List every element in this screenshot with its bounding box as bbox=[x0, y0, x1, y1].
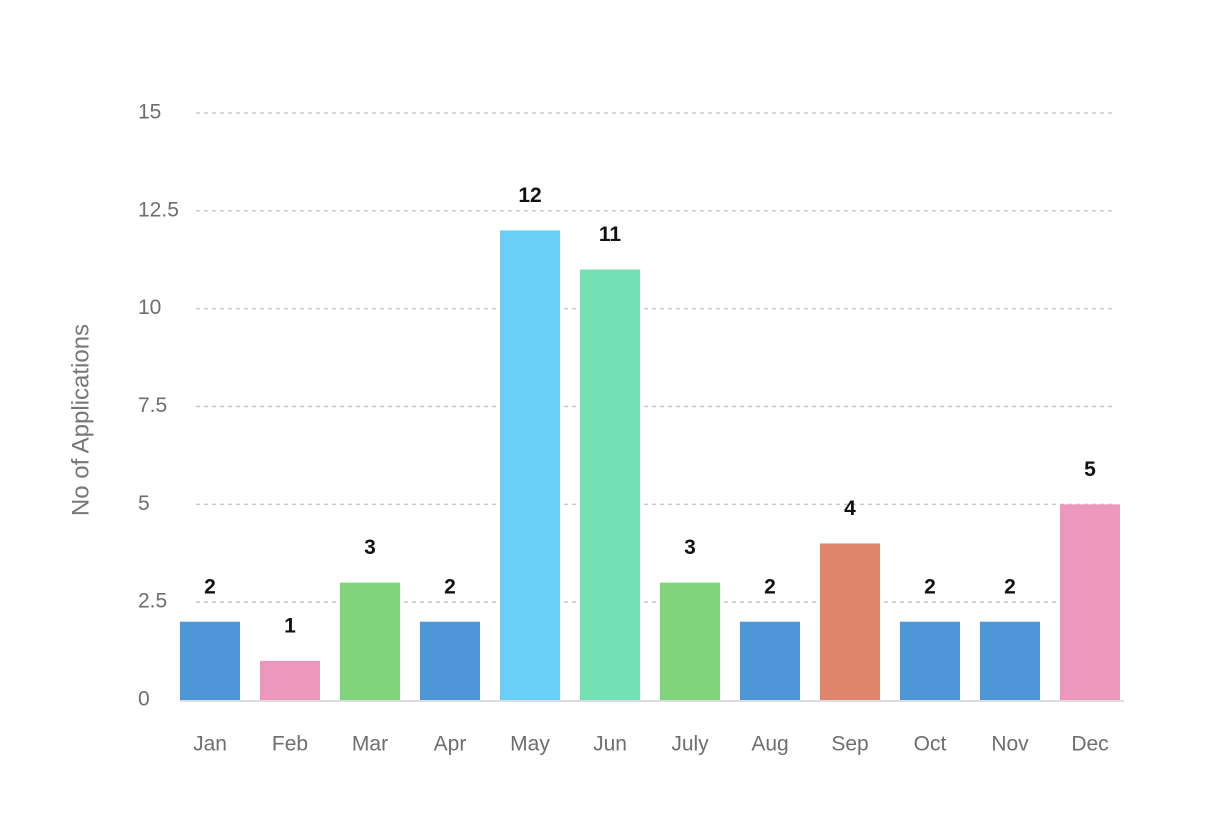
value-label: 2 bbox=[204, 575, 216, 598]
y-tick-label: 12.5 bbox=[138, 198, 179, 221]
value-label: 4 bbox=[844, 497, 856, 520]
x-tick-label: May bbox=[510, 733, 550, 756]
x-tick-label: Feb bbox=[272, 733, 308, 756]
bar bbox=[980, 621, 1040, 700]
x-tick-label: Mar bbox=[352, 733, 388, 756]
x-tick-label: Nov bbox=[991, 733, 1029, 756]
value-label: 11 bbox=[599, 223, 622, 246]
bar bbox=[740, 621, 800, 700]
bar bbox=[580, 269, 640, 700]
x-tick-label: July bbox=[671, 733, 709, 756]
x-tick-label: Jun bbox=[593, 733, 627, 756]
bar bbox=[820, 543, 880, 700]
bar bbox=[260, 660, 320, 700]
x-tick-label: Jan bbox=[193, 733, 227, 756]
y-tick-label: 0 bbox=[138, 688, 150, 711]
value-label: 5 bbox=[1084, 458, 1096, 481]
value-label: 2 bbox=[764, 575, 776, 598]
value-label: 1 bbox=[284, 614, 296, 637]
bar bbox=[340, 582, 400, 700]
bar bbox=[180, 621, 240, 700]
bar bbox=[660, 582, 720, 700]
bar bbox=[1060, 504, 1120, 700]
value-label: 3 bbox=[364, 536, 376, 559]
y-tick-label: 5 bbox=[138, 492, 150, 515]
value-label: 2 bbox=[444, 575, 456, 598]
x-tick-label: Aug bbox=[751, 733, 788, 756]
x-tick-label: Dec bbox=[1071, 733, 1108, 756]
y-axis-label: No of Applications bbox=[67, 324, 94, 516]
y-tick-label: 15 bbox=[138, 101, 161, 124]
y-tick-label: 10 bbox=[138, 296, 161, 319]
value-label: 12 bbox=[518, 184, 541, 207]
x-tick-label: Apr bbox=[434, 733, 467, 756]
value-label: 2 bbox=[924, 575, 936, 598]
value-label: 2 bbox=[1004, 575, 1016, 598]
value-label: 3 bbox=[684, 536, 696, 559]
y-tick-label: 2.5 bbox=[138, 590, 167, 613]
x-tick-label: Sep bbox=[831, 733, 868, 756]
bar bbox=[500, 230, 560, 700]
bar bbox=[900, 621, 960, 700]
x-tick-label: Oct bbox=[914, 733, 947, 756]
bar bbox=[420, 621, 480, 700]
y-tick-label: 7.5 bbox=[138, 394, 167, 417]
